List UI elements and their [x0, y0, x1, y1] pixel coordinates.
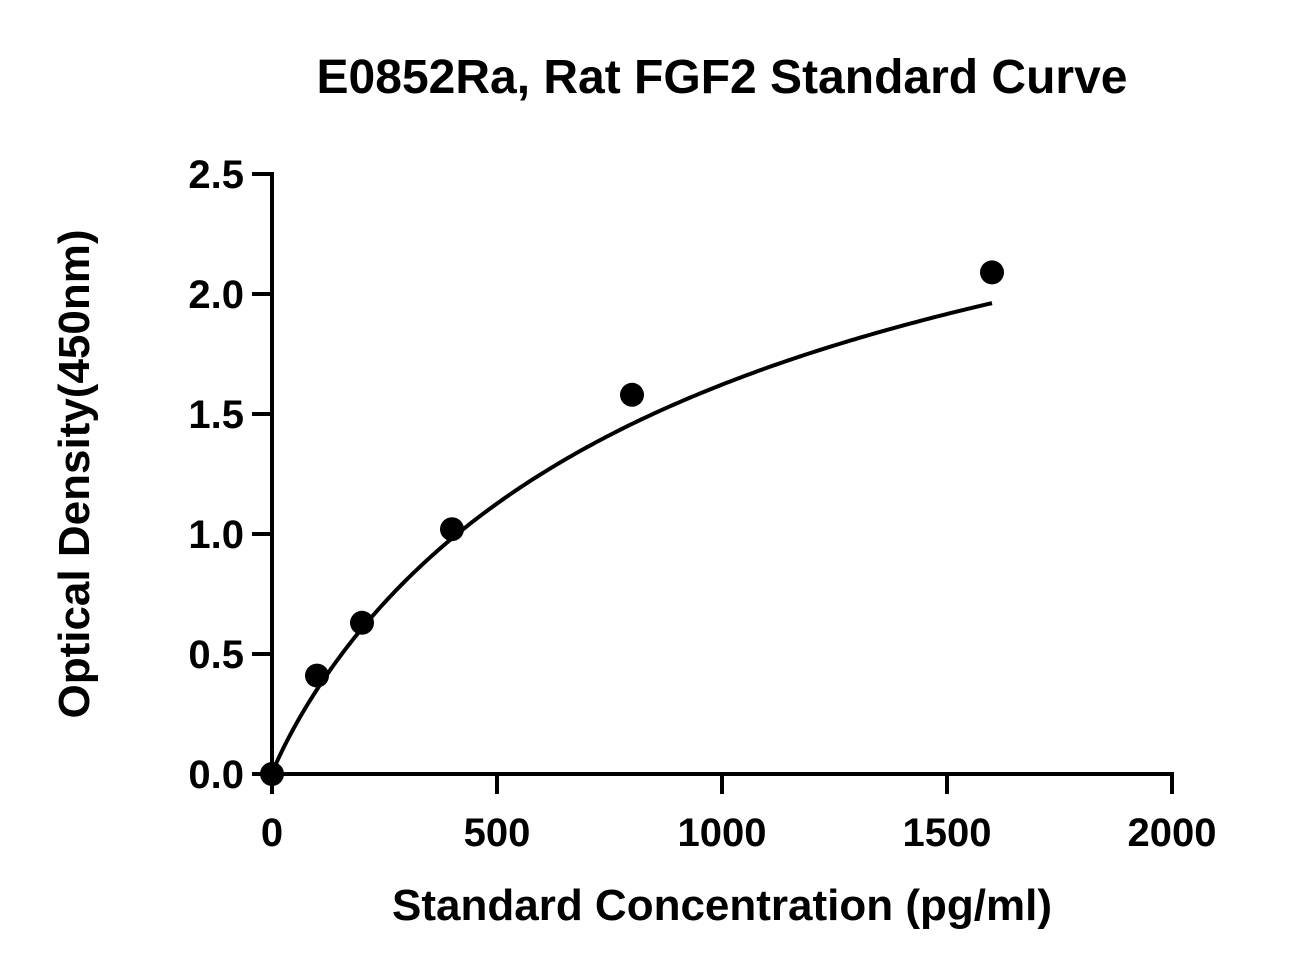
y-tick-label: 1.0: [188, 513, 244, 557]
x-tick-label: 1500: [903, 811, 992, 855]
data-point: [980, 260, 1004, 285]
data-points: [260, 260, 1004, 786]
chart-title: E0852Ra, Rat FGF2 Standard Curve: [317, 51, 1128, 104]
data-point: [305, 663, 329, 688]
y-tick-label: 0.5: [188, 633, 244, 677]
x-tick-label: 1000: [678, 811, 767, 855]
x-tick-label: 2000: [1128, 811, 1217, 855]
data-point: [620, 382, 644, 407]
y-tick-label: 2.5: [188, 153, 244, 197]
y-tick-label: 0.0: [188, 753, 244, 797]
y-tick-label: 2.0: [188, 273, 244, 317]
fit-curve-group: [270, 301, 993, 775]
data-point: [440, 517, 464, 542]
y-axis-title: Optical Density(450nm): [50, 229, 99, 718]
x-tick-label: 0: [261, 811, 283, 855]
data-point: [260, 762, 284, 786]
x-tick-label: 500: [464, 811, 531, 855]
axes: 0.0 0.5 1.0 1.5 2.0 2.5 0 500 1000 1500 2000: [188, 153, 1216, 855]
data-point: [350, 610, 374, 635]
x-axis-title: Standard Concentration (pg/ml): [392, 881, 1052, 930]
y-tick-label: 1.5: [188, 393, 244, 437]
fit-curve: [270, 301, 993, 775]
